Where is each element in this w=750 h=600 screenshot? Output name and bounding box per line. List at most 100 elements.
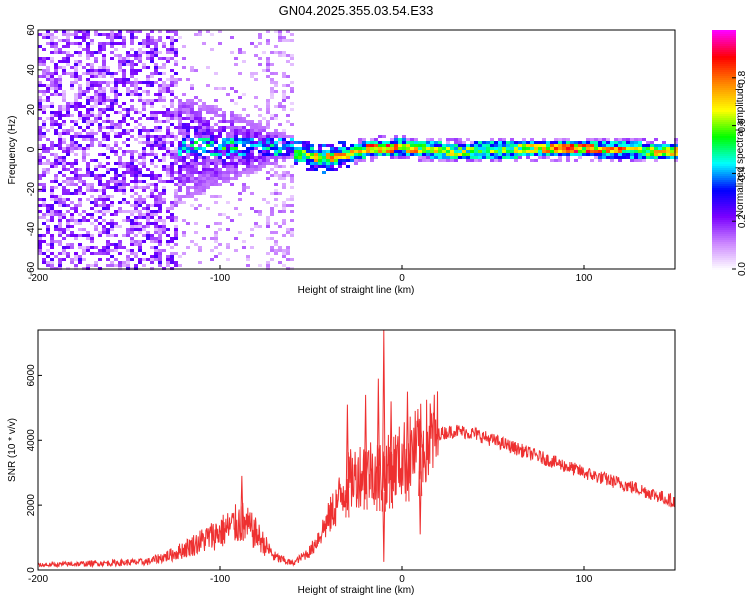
spectrogram-cell (430, 150, 434, 153)
spectrogram-cell (346, 153, 350, 156)
spectrogram-cell (66, 114, 70, 117)
spectrogram-cell (218, 135, 222, 138)
spectrogram-cell (330, 153, 334, 156)
spectrogram-cell (170, 105, 174, 108)
spectrogram-cell (310, 156, 314, 159)
spectrogram-cell (538, 144, 542, 147)
spectrogram-cell (126, 171, 130, 174)
spectrogram-cell (78, 117, 82, 120)
spectrogram-cell (118, 246, 122, 249)
spectrogram-cell (338, 159, 342, 162)
spectrogram-cell (78, 198, 82, 201)
spectrogram-cell (82, 90, 86, 93)
spectrogram-cell (166, 87, 170, 90)
spectrogram-cell (674, 147, 678, 150)
spectrogram-cell (322, 153, 326, 156)
colorbar-band (712, 82, 736, 84)
spectrogram-cell (106, 81, 110, 84)
spectrogram-cell (78, 30, 82, 33)
spectrogram-cell (646, 153, 650, 156)
spectrogram-cell (138, 87, 142, 90)
spectrogram-cell (258, 138, 262, 141)
spectrogram-cell (590, 144, 594, 147)
spectrogram-cell (158, 204, 162, 207)
spectrogram-cell (42, 204, 46, 207)
spectrogram-cell (162, 192, 166, 195)
spectrogram-cell (90, 66, 94, 69)
colorbar-band (712, 118, 736, 120)
spectrogram-cell (46, 75, 50, 78)
spectrogram-cell (70, 225, 74, 228)
spectrogram-cell (286, 147, 290, 150)
spectrogram-cell (150, 222, 154, 225)
spectrogram-cell (282, 177, 286, 180)
spectrogram-cell (146, 42, 150, 45)
spectrogram-cell (42, 216, 46, 219)
spectrogram-cell (638, 138, 642, 141)
spectrogram-cell (102, 132, 106, 135)
spectrogram-cell (202, 186, 206, 189)
colorbar-band (712, 96, 736, 98)
spectrogram-cell (554, 144, 558, 147)
spectrogram-cell (134, 78, 138, 81)
spectrogram-cell (66, 60, 70, 63)
spectrogram-cell (130, 168, 134, 171)
spectrogram-cell (178, 36, 182, 39)
spectrogram-cell (170, 75, 174, 78)
spectrogram-cell (118, 93, 122, 96)
colorbar-gradient (712, 30, 736, 270)
spectrogram-cell (230, 159, 234, 162)
spectrogram-cell (198, 246, 202, 249)
spectrogram-cell (170, 240, 174, 243)
colorbar-band (712, 52, 736, 54)
spectrogram-cell (78, 219, 82, 222)
colorbar-band (712, 110, 736, 112)
colorbar-band (712, 184, 736, 186)
spectrogram-cell (134, 216, 138, 219)
spectrogram-cell (130, 180, 134, 183)
spectrogram-cell (186, 165, 190, 168)
spectrogram-cell (94, 132, 98, 135)
spectrogram-cell (422, 156, 426, 159)
spectrogram-cell (154, 183, 158, 186)
spectrogram-cell (242, 93, 246, 96)
spectrogram-cell (166, 51, 170, 54)
spectrogram-cell (114, 174, 118, 177)
spectrogram-cell (62, 231, 66, 234)
spectrogram-cell (114, 42, 118, 45)
spectrogram-cell (170, 132, 174, 135)
spectrogram-cell (94, 105, 98, 108)
spectrogram-cell (186, 189, 190, 192)
spectrogram-cell (302, 153, 306, 156)
spectrogram-cell (478, 159, 482, 162)
spectrogram-cell (70, 165, 74, 168)
spectrogram-cell (110, 87, 114, 90)
spectrogram-cell (154, 144, 158, 147)
spectrogram-cell (62, 204, 66, 207)
spectrogram-cell (198, 120, 202, 123)
spectrogram-cell (130, 222, 134, 225)
spectrogram-cell (670, 156, 674, 159)
spectrogram-cell (146, 204, 150, 207)
spectrogram-cell (98, 222, 102, 225)
spectrogram-cell (106, 252, 110, 255)
spectrogram-cell (122, 42, 126, 45)
spectrogram-cell (570, 147, 574, 150)
spectrogram-cell (90, 42, 94, 45)
spectrogram-cell (282, 171, 286, 174)
spectrogram-cell (502, 153, 506, 156)
spectrogram-cell (174, 33, 178, 36)
spectrogram-cell (474, 153, 478, 156)
spectrogram-cell (170, 252, 174, 255)
colorbar-band (712, 162, 736, 164)
spectrogram-cell (62, 30, 66, 33)
spectrogram-cell (618, 141, 622, 144)
spectrogram-cell (98, 51, 102, 54)
spectrogram-cell (178, 78, 182, 81)
spectrogram-cell (94, 90, 98, 93)
spectrogram-cell (282, 186, 286, 189)
spectrogram-cell (74, 108, 78, 111)
spectrogram-cell (118, 126, 122, 129)
spectrogram-cell (646, 156, 650, 159)
